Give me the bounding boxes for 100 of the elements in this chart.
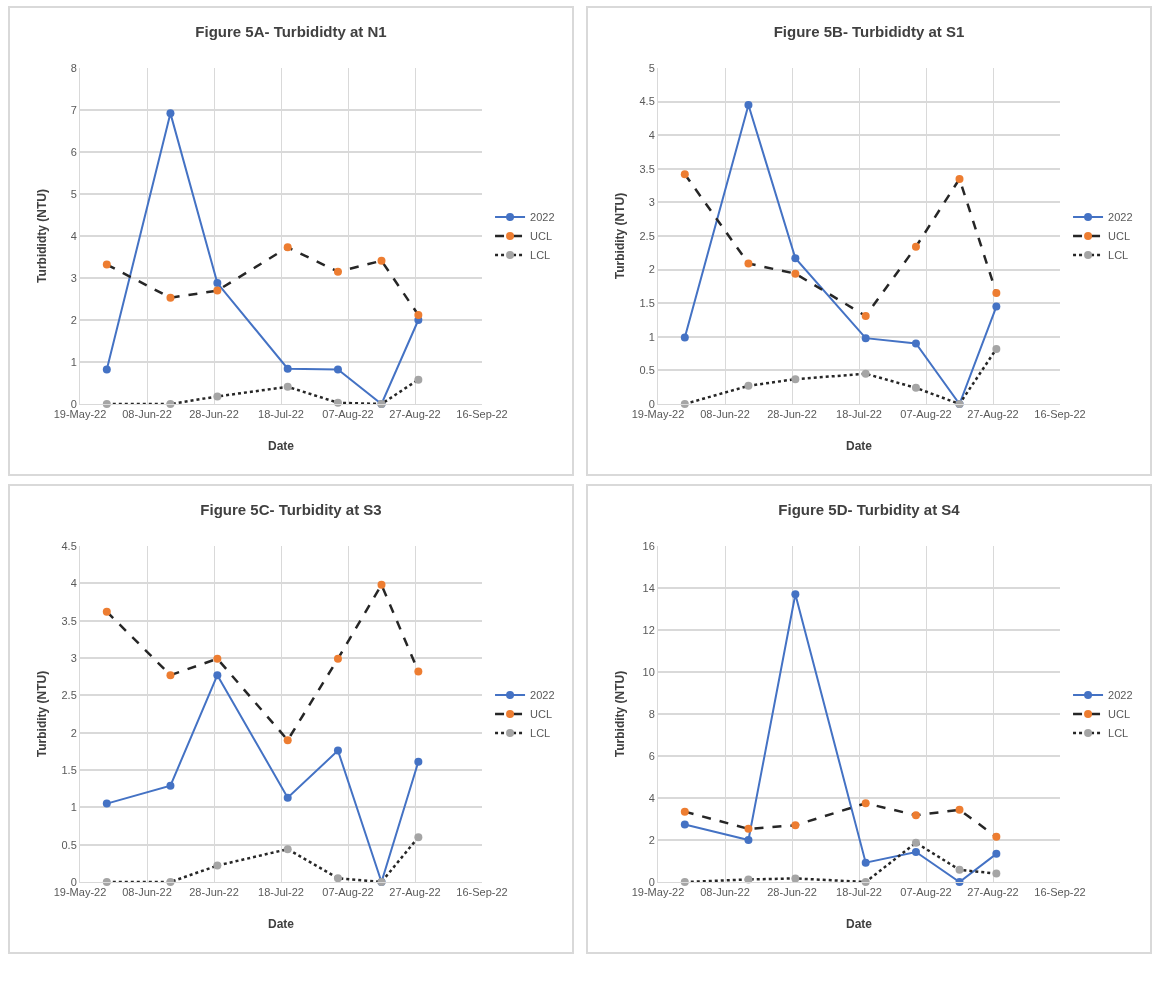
chart-title: Figure 5D- Turbidity at S4 (778, 501, 961, 519)
point (102, 400, 111, 408)
y-tick-label: 14 (642, 581, 655, 594)
x-tick-label: 27-Aug-22 (967, 886, 1019, 899)
legend-label: LCL (530, 727, 551, 740)
point (791, 269, 800, 278)
x-tick-label: 18-Jul-22 (258, 886, 304, 899)
point (992, 869, 1001, 878)
point (955, 878, 964, 886)
point (911, 242, 920, 251)
x-tick-label: 19-May-22 (53, 886, 107, 899)
point (102, 878, 111, 886)
legend-label: UCL (530, 230, 553, 243)
y-axis-title: Turbidity (NTU) (613, 192, 627, 280)
point (744, 836, 753, 844)
legend-label: UCL (1108, 708, 1131, 721)
y-tick-label: 2 (648, 833, 655, 846)
y-tick-label: 0.5 (61, 838, 77, 851)
y-tick-label: 1 (70, 355, 77, 368)
y-tick-label: 1.5 (61, 763, 77, 776)
x-tick-label: 28-Jun-22 (189, 886, 239, 899)
point (166, 671, 175, 680)
point (283, 845, 292, 854)
point (861, 369, 870, 378)
legend-label: UCL (1108, 230, 1131, 243)
y-tick-label: 4 (648, 791, 655, 804)
point (283, 364, 292, 373)
x-tick-label: 08-Jun-22 (700, 408, 750, 421)
x-tick-label: 19-May-22 (53, 408, 107, 421)
point (283, 736, 292, 745)
x-tick-label: 07-Aug-22 (322, 408, 374, 421)
x-tick-label: 27-Aug-22 (389, 886, 441, 899)
point (333, 267, 342, 276)
point (283, 793, 292, 802)
point (911, 838, 920, 847)
x-tick-label: 07-Aug-22 (322, 886, 374, 899)
point (744, 824, 753, 833)
x-tick-label: 19-May-22 (631, 886, 685, 899)
x-tick-label: 18-Jul-22 (836, 886, 882, 899)
x-tick-label: 28-Jun-22 (767, 408, 817, 421)
y-tick-label: 0 (70, 397, 77, 410)
point (791, 590, 800, 599)
point (861, 799, 870, 808)
point (680, 170, 689, 179)
point (680, 400, 689, 408)
y-tick-label: 5 (648, 61, 655, 74)
point (333, 874, 342, 883)
point (414, 757, 423, 766)
chart-title: Figure 5B- Turbididty at S1 (773, 23, 965, 41)
y-tick-label: 4 (70, 229, 77, 242)
point (791, 874, 800, 883)
point (166, 109, 175, 118)
y-tick-label: 0 (70, 875, 77, 888)
point (213, 671, 222, 680)
y-tick-label: 7 (70, 103, 77, 116)
y-tick-label: 2.5 (61, 689, 77, 702)
point (680, 807, 689, 816)
y-axis-title: Turbidity (NTU) (613, 670, 627, 758)
x-tick-label: 27-Aug-22 (389, 408, 441, 421)
point (911, 847, 920, 856)
legend-label: 2022 (530, 211, 555, 224)
y-tick-label: 1 (648, 330, 655, 343)
x-tick-label: 18-Jul-22 (836, 408, 882, 421)
x-tick-label: 16-Sep-22 (456, 408, 508, 421)
y-tick-label: 4.5 (61, 539, 77, 552)
x-axis-title: Date (267, 917, 295, 931)
point (333, 398, 342, 407)
point (283, 243, 292, 252)
x-tick-label: 16-Sep-22 (456, 886, 508, 899)
point (414, 833, 423, 842)
point (166, 781, 175, 790)
point (861, 858, 870, 867)
legend-label: LCL (530, 249, 551, 262)
legend-label: 2022 (1108, 689, 1133, 702)
point (911, 811, 920, 820)
point (791, 821, 800, 830)
x-tick-label: 28-Jun-22 (189, 408, 239, 421)
point (102, 607, 111, 616)
point (955, 865, 964, 874)
x-tick-label: 08-Jun-22 (122, 408, 172, 421)
point (992, 849, 1001, 858)
y-tick-label: 3 (70, 651, 77, 664)
point (102, 260, 111, 269)
x-tick-label: 28-Jun-22 (767, 886, 817, 899)
point (992, 832, 1001, 841)
point (377, 580, 386, 589)
x-tick-label: 08-Jun-22 (700, 886, 750, 899)
point (414, 375, 423, 384)
x-tick-label: 08-Jun-22 (122, 886, 172, 899)
y-tick-label: 1.5 (639, 297, 655, 310)
point (861, 334, 870, 343)
x-tick-label: 18-Jul-22 (258, 408, 304, 421)
point (213, 861, 222, 870)
point (744, 259, 753, 268)
point (102, 799, 111, 808)
y-tick-label: 8 (70, 61, 77, 74)
point (911, 383, 920, 392)
point (166, 400, 175, 408)
point (333, 365, 342, 374)
x-tick-label: 16-Sep-22 (1034, 886, 1086, 899)
